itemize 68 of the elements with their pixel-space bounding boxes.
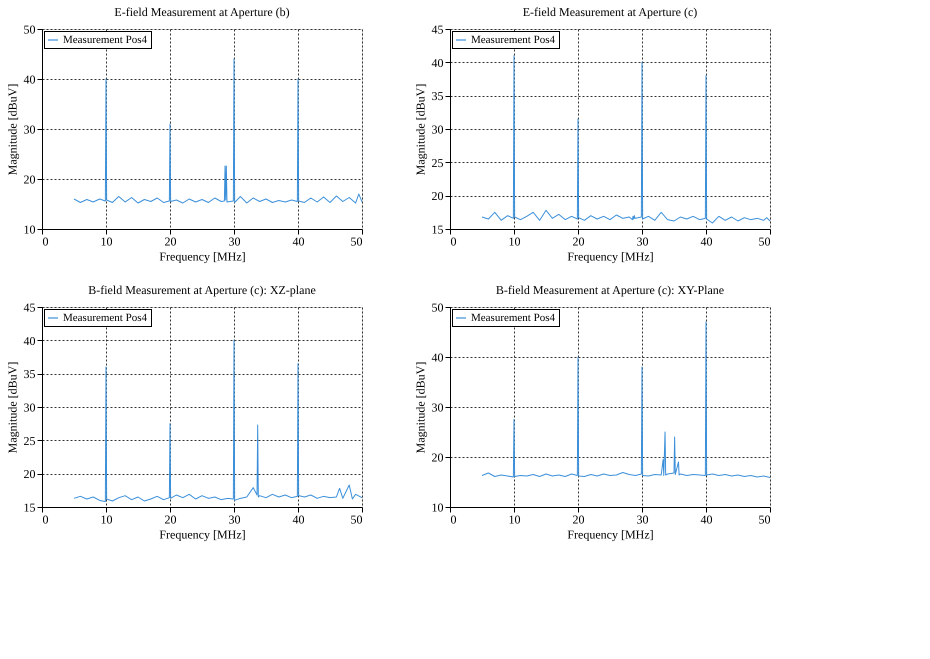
chart-title: E-field Measurement at Aperture (c) [522, 5, 698, 19]
y-axis-title: Magnitude [dBuV] [414, 362, 428, 454]
legend-label: Measurement Pos4 [471, 34, 556, 46]
y-tick-label: 25 [432, 156, 444, 170]
y-tick-label: 50 [432, 300, 444, 314]
x-tick-label: 20 [164, 512, 176, 526]
y-tick-label: 45 [432, 22, 444, 36]
y-tick-label: 15 [24, 500, 36, 514]
line-series [74, 58, 362, 204]
y-axis-title: Magnitude [dBuV] [6, 84, 20, 176]
x-tick-label: 10 [100, 512, 112, 526]
y-tick-label: 20 [24, 467, 36, 482]
x-tick-label: 50 [758, 234, 770, 248]
y-tick-label: 10 [432, 500, 444, 514]
line-series [482, 55, 770, 224]
legend-label: Measurement Pos4 [471, 312, 556, 324]
y-tick-label: 40 [432, 56, 444, 70]
x-axis-title: Frequency [MHz] [567, 250, 654, 264]
x-tick-label: 0 [450, 234, 456, 248]
x-tick-label: 10 [508, 512, 520, 526]
x-tick-label: 20 [572, 512, 584, 526]
y-tick-label: 45 [24, 300, 36, 314]
y-tick-label: 10 [24, 222, 36, 236]
x-tick-label: 20 [164, 234, 176, 248]
x-tick-label: 50 [350, 512, 362, 526]
x-axis-title: Frequency [MHz] [159, 250, 246, 264]
y-tick-label: 30 [24, 400, 36, 414]
x-tick-label: 30 [228, 512, 240, 526]
x-tick-label: 40 [700, 512, 712, 526]
x-axis-title: Frequency [MHz] [159, 528, 246, 542]
x-tick-label: 20 [572, 234, 584, 248]
y-tick-label: 20 [24, 172, 36, 186]
x-tick-label: 50 [758, 512, 770, 526]
y-tick-label: 50 [24, 22, 36, 36]
y-tick-label: 40 [24, 72, 36, 86]
chart-title: B-field Measurement at Aperture (c): XZ-plane [88, 283, 316, 297]
legend-label: Measurement Pos4 [63, 34, 148, 46]
x-tick-label: 0 [42, 234, 48, 248]
y-tick-label: 35 [24, 367, 36, 382]
y-tick-label: 30 [432, 122, 444, 136]
x-tick-label: 30 [636, 512, 648, 526]
chart-title: B-field Measurement at Aperture (c): XY-Plane [496, 283, 724, 297]
y-tick-label: 15 [432, 222, 444, 236]
chart-title: E-field Measurement at Aperture (b) [114, 5, 290, 19]
legend-label: Measurement Pos4 [63, 312, 148, 324]
x-tick-label: 10 [100, 234, 112, 248]
y-tick-label: 25 [24, 434, 36, 448]
x-tick-label: 40 [292, 512, 304, 526]
y-axis-title: Magnitude [dBuV] [6, 362, 20, 454]
line-series [74, 340, 362, 502]
x-tick-label: 0 [450, 512, 456, 526]
x-tick-label: 40 [292, 234, 304, 248]
line-series [482, 322, 770, 478]
y-tick-label: 40 [432, 350, 444, 364]
x-tick-label: 30 [228, 234, 240, 248]
y-tick-label: 30 [24, 122, 36, 136]
y-tick-label: 40 [24, 334, 36, 348]
x-axis-title: Frequency [MHz] [567, 528, 654, 542]
y-tick-label: 35 [432, 89, 444, 104]
y-tick-label: 20 [432, 189, 444, 204]
y-tick-label: 20 [432, 450, 444, 464]
y-tick-label: 30 [432, 400, 444, 414]
y-axis-title: Magnitude [dBuV] [414, 84, 428, 176]
x-tick-label: 30 [636, 234, 648, 248]
x-tick-label: 10 [508, 234, 520, 248]
x-tick-label: 40 [700, 234, 712, 248]
x-tick-label: 50 [350, 234, 362, 248]
x-tick-label: 0 [42, 512, 48, 526]
